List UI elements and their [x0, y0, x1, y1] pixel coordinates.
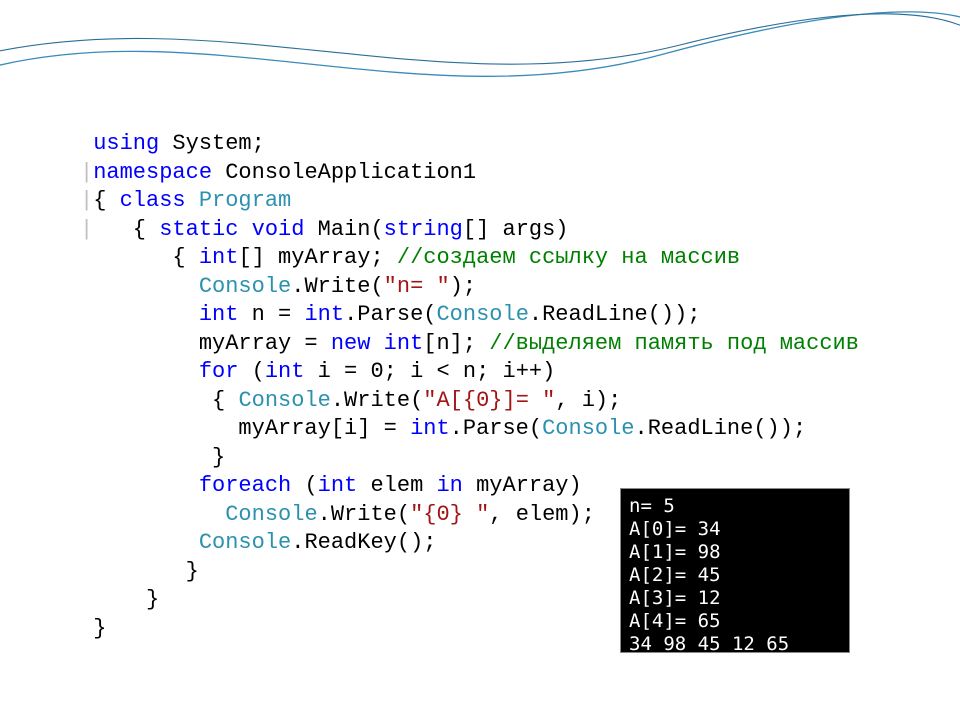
code-line: using System; — [80, 130, 860, 159]
code-line: myArray[i] = int.Parse(Console.ReadLine(… — [80, 415, 860, 444]
code-line: int n = int.Parse(Console.ReadLine()); — [80, 301, 860, 330]
decorative-swoosh — [0, 0, 960, 120]
console-line: 34 98 45 12 65 — [629, 633, 841, 656]
code-line: { Console.Write("A[{0}]= ", i); — [80, 387, 860, 416]
code-line: |{ class Program — [80, 187, 860, 216]
console-line: A[2]= 45 — [629, 564, 841, 587]
console-line: A[0]= 34 — [629, 518, 841, 541]
slide: using System;|namespace ConsoleApplicati… — [0, 0, 960, 720]
console-line: A[4]= 65 — [629, 610, 841, 633]
code-line: for (int i = 0; i < n; i++) — [80, 358, 860, 387]
code-line: { int[] myArray; //создаем ссылку на мас… — [80, 244, 860, 273]
code-line: | { static void Main(string[] args) — [80, 216, 860, 245]
console-output: n= 5A[0]= 34A[1]= 98A[2]= 45A[3]= 12A[4]… — [620, 488, 850, 653]
console-line: A[3]= 12 — [629, 587, 841, 610]
console-line: A[1]= 98 — [629, 541, 841, 564]
code-line: Console.Write("n= "); — [80, 273, 860, 302]
console-line: n= 5 — [629, 495, 841, 518]
code-line: |namespace ConsoleApplication1 — [80, 159, 860, 188]
code-line: } — [80, 444, 860, 473]
code-line: myArray = new int[n]; //выделяем память … — [80, 330, 860, 359]
